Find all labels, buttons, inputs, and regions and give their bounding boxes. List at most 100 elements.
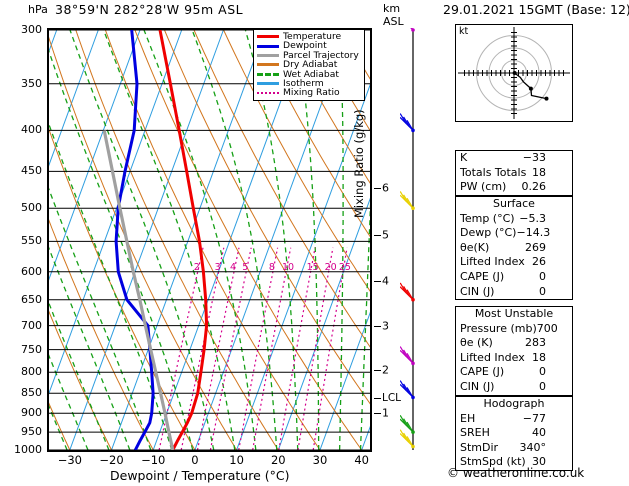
- pressure-tick-label: 650: [21, 292, 42, 306]
- station-coordinates: 38°59'N 282°28'W 95m ASL: [55, 2, 244, 17]
- series-parcel-trajectory: [102, 130, 175, 450]
- x-axis-title: Dewpoint / Temperature (°C): [110, 468, 290, 483]
- legend-item: Dry Adiabat: [257, 60, 361, 70]
- panel-row-key: CAPE (J): [460, 269, 505, 283]
- mixing-ratio-label: 15: [307, 262, 319, 273]
- pressure-tick-label: 950: [21, 425, 42, 439]
- mixing-ratio-label: 4: [230, 262, 236, 273]
- panel-row-value: 269: [525, 240, 546, 254]
- wind-barbs: [400, 28, 415, 450]
- panel-row-key: Dewp (°C): [460, 226, 517, 240]
- height-tick-label: 4: [382, 274, 389, 288]
- pressure-tick-label: 600: [21, 264, 42, 278]
- legend-swatch: [257, 82, 279, 86]
- height-tick-label: 1: [382, 406, 389, 420]
- temperature-tick-label: −10: [141, 453, 166, 467]
- legend-item: Wet Adiabat: [257, 69, 361, 79]
- panel-row-value: 0: [539, 379, 546, 393]
- panel-row-value: 283: [525, 336, 546, 350]
- legend-swatch: [257, 72, 279, 76]
- panel-row-value: 40: [532, 426, 546, 440]
- temperature-tick-label: −30: [57, 453, 82, 467]
- panel-row: Totals Totals 18: [456, 166, 572, 181]
- pressure-tick-label: 300: [21, 23, 42, 36]
- panel-row-value: 340°: [519, 440, 547, 454]
- panel-row-key: EH: [460, 411, 476, 425]
- pressure-tick-label: 750: [21, 342, 42, 356]
- height-axis: 1 2 3 4 5 6 LCL: [374, 28, 402, 452]
- height-tick: [374, 369, 381, 371]
- panel-row-key: Lifted Index: [460, 350, 525, 364]
- pressure-tick-label: 850: [21, 386, 42, 400]
- panel-row-key: Totals Totals: [460, 165, 527, 179]
- pressure-tick-label: 350: [21, 76, 42, 90]
- panel-row: K −33: [456, 151, 572, 166]
- legend-item: Temperature: [257, 32, 361, 41]
- height-tick: [374, 326, 381, 328]
- pressure-tick-label: 1000: [14, 443, 42, 456]
- panel-row-key: CAPE (J): [460, 365, 505, 379]
- wind-barb: [410, 28, 415, 32]
- pressure-tick-label: 450: [21, 164, 42, 178]
- panel-row: PW (cm) 0.26: [456, 180, 572, 195]
- mixing-ratio-label: 3: [215, 262, 221, 273]
- panel-row-value: 0: [539, 269, 546, 283]
- sounding-datetime: 29.01.2021 15GMT (Base: 12): [443, 2, 629, 17]
- legend-item: Parcel Trajectory: [257, 50, 361, 60]
- series-dewpoint: [114, 30, 155, 450]
- hodograph-unit-label: kt: [459, 26, 469, 37]
- legend-swatch: [257, 92, 279, 95]
- wind-barb-column: [400, 28, 428, 452]
- height-tick: [374, 412, 381, 414]
- panel-row-key: SREH: [460, 426, 490, 440]
- panel-heading: Hodograph: [483, 397, 545, 410]
- panel-row: StmDir 340°: [456, 441, 572, 456]
- height-tick-label: 2: [382, 363, 389, 377]
- wind-barb: [400, 346, 415, 366]
- panel-row-key: StmSpd (kt): [460, 455, 526, 469]
- legend-swatch: [257, 35, 279, 39]
- legend-item: Dewpoint: [257, 40, 361, 52]
- panel-row-key: Lifted Index: [460, 255, 525, 269]
- panel-row-value: 18: [532, 350, 546, 364]
- legend-swatch: [257, 63, 279, 67]
- panel-row: Pressure (mb) 700: [456, 322, 572, 337]
- mixing-ratio-label: 8: [269, 262, 275, 273]
- temperature-tick-label: −20: [99, 453, 124, 467]
- panel-row-key: StmDir: [460, 440, 499, 454]
- panel-row-value: 0: [539, 365, 546, 379]
- panel-row-value: −77: [522, 411, 546, 425]
- panel-most-unstable: Most Unstable Pressure (mb) 700 θe (K) 283 Li…: [455, 306, 573, 396]
- panel-row-value: 30: [532, 455, 546, 469]
- legend-item: Mixing Ratio: [257, 88, 361, 98]
- panel-row-key: Temp (°C): [460, 211, 515, 225]
- panel-row: θe (K) 283: [456, 336, 572, 351]
- height-tick-label: 5: [382, 228, 389, 242]
- panel-row: Lifted Index 26: [456, 255, 572, 270]
- panel-row-value: 0: [539, 284, 546, 298]
- lcl-label: LCL: [382, 391, 402, 404]
- pressure-unit-label: hPa: [28, 3, 48, 16]
- mixing-ratio-axis-title: Mixing Ratio (g/kg): [352, 109, 366, 218]
- temperature-tick-label: 40: [354, 453, 369, 467]
- panel-row: Dewp (°C) −14.3: [456, 226, 572, 241]
- panel-row: Temp (°C) −5.3: [456, 212, 572, 227]
- mixing-ratio-label: 10: [282, 262, 294, 273]
- legend-label: Dewpoint: [283, 40, 327, 52]
- panel-heading: Surface: [493, 197, 535, 210]
- lcl-tick: [374, 397, 381, 399]
- wind-barb: [400, 282, 415, 302]
- panel-row-value: −5.3: [519, 211, 546, 225]
- wind-barb: [400, 380, 415, 400]
- panel-surface: Surface Temp (°C) −5.3 Dewp (°C) −14.3 θe(K) 2…: [455, 196, 573, 301]
- panel-row-key: CIN (J): [460, 284, 495, 298]
- panel-row-value: 700: [536, 321, 558, 335]
- height-unit-label-asl: ASL: [383, 15, 404, 28]
- pressure-tick-label: 900: [21, 406, 42, 420]
- pressure-tick-label: 800: [21, 365, 42, 379]
- panel-row: CAPE (J) 0: [456, 270, 572, 285]
- pressure-tick-label: 550: [21, 234, 42, 248]
- panel-row-key: θe (K): [460, 336, 493, 350]
- pressure-tick-label: 700: [21, 318, 42, 332]
- panel-row: SREH 40: [456, 426, 572, 441]
